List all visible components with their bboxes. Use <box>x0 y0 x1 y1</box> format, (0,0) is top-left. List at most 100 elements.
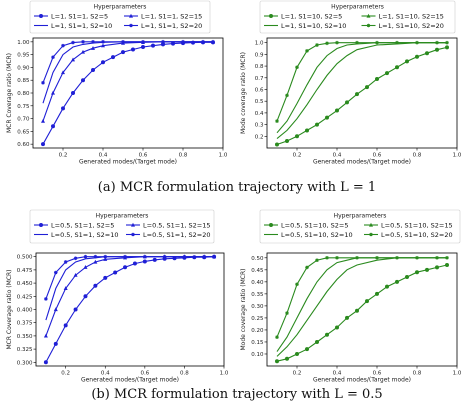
data-point <box>315 122 319 127</box>
data-point <box>51 124 55 129</box>
legend-item: L=0.5, S1=1, S2=5 <box>34 221 114 229</box>
y-tick-label: 0.50 <box>251 256 264 262</box>
legend-label: L=1, S1=10, S2=10 <box>281 22 346 30</box>
data-point <box>132 261 137 266</box>
y-tick-label: 0.300 <box>17 360 33 366</box>
legend-label: L=0.5, S1=1, S2=10 <box>51 231 119 239</box>
legend-title: Hyperparameters <box>96 213 149 220</box>
data-point <box>91 40 95 44</box>
y-tick-label: 0.15 <box>251 340 264 346</box>
data-point <box>335 256 339 260</box>
legend-item: L=1, S1=10, S2=20 <box>361 22 444 30</box>
data-point <box>151 43 155 48</box>
data-point <box>325 115 329 120</box>
x-axis-label: Generated modes/(Target mode) <box>81 377 179 384</box>
data-point <box>71 91 75 95</box>
data-point <box>305 265 309 270</box>
data-point <box>53 307 58 312</box>
y-tick-label: 0.90 <box>17 65 30 71</box>
data-point <box>91 46 95 50</box>
y-tick-label: 0.20 <box>251 328 264 334</box>
data-point <box>365 299 369 304</box>
legend-box <box>259 209 461 244</box>
chart-panel-2: 0.2 0.4 0.6 0.8 1.0 0.2 0.3 0.4 0.5 0.6 0.7 0.8 0.9 1… <box>240 0 462 166</box>
legend-item: L=0.5, S1=10, S2=5 <box>264 221 349 229</box>
legend-label: L=0.5, S1=10, S2=10 <box>281 231 353 239</box>
x-tick-label: 0.8 <box>413 153 422 159</box>
data-point <box>142 259 147 264</box>
x-axis-label: Generated modes/(Target mode) <box>313 377 411 384</box>
x-tick-label: 0.6 <box>373 371 382 377</box>
data-point <box>61 43 65 48</box>
data-point <box>53 270 58 275</box>
data-point <box>171 41 175 46</box>
data-point <box>445 256 449 260</box>
y-axis-label: Mode coverage ratio (MCR) <box>240 269 247 351</box>
data-point <box>385 71 389 76</box>
y-tick-label: 0.2 <box>255 134 264 140</box>
chart-panel-1: 0.2 0.4 0.6 0.8 1.0 0.60 0.65 0.70 0.75 0.80 0.85 0… <box>6 0 228 166</box>
data-point <box>131 232 135 237</box>
x-tick-label: 0.8 <box>413 371 422 377</box>
x-tick-label: 0.2 <box>293 371 302 377</box>
data-point <box>111 55 115 60</box>
data-point <box>152 257 157 262</box>
data-point <box>141 40 145 44</box>
data-point <box>113 270 118 275</box>
legend-item: L=0.5, S1=10, S2=15 <box>364 221 453 229</box>
data-point <box>71 57 75 62</box>
y-tick-label: 0.6 <box>255 87 264 93</box>
data-point <box>44 297 48 301</box>
chart-panel-3: 0.2 0.4 0.6 0.8 1.0 0.300 0.325 0.350 0.375 0.400… <box>6 209 229 384</box>
data-point <box>61 70 65 75</box>
data-point <box>395 279 399 284</box>
y-tick-label: 1.00 <box>17 40 30 46</box>
data-point <box>181 40 185 44</box>
data-point <box>366 23 371 28</box>
data-point <box>295 282 299 287</box>
legend-item: L=0.5, S1=1, S2=15 <box>126 221 211 229</box>
y-tick-label: 0.4 <box>255 111 264 117</box>
data-point <box>415 270 419 275</box>
data-point <box>41 118 45 123</box>
data-point <box>335 108 339 113</box>
x-tick-label: 0.4 <box>99 153 108 159</box>
legend-item: L=1, S1=10, S2=5 <box>264 12 342 20</box>
caption-a: (a) MCR formulation trajectory with L = … <box>98 180 376 195</box>
legend-item: L=0.5, S1=10, S2=20 <box>364 231 453 239</box>
data-point <box>375 76 379 81</box>
legend-label: L=1, S1=10, S2=20 <box>379 22 444 30</box>
data-point <box>162 254 167 259</box>
legend-box <box>29 209 215 244</box>
y-tick-label: 0.3 <box>255 123 264 129</box>
data-point <box>335 325 339 330</box>
legend-label: L=0.5, S1=10, S2=5 <box>281 221 349 229</box>
series-line-4 <box>275 40 449 123</box>
data-point <box>305 49 309 53</box>
data-point <box>275 335 279 339</box>
data-point <box>103 254 108 259</box>
data-point <box>43 360 48 365</box>
data-point <box>83 294 88 299</box>
data-point <box>101 40 105 44</box>
y-axis-label: MCR Coverage ratio (MCR) <box>6 53 13 133</box>
x-tick-label: 1.0 <box>219 153 228 159</box>
legend-box <box>259 0 456 34</box>
data-point <box>131 47 135 52</box>
x-tick-label: 0.6 <box>140 371 149 377</box>
data-point <box>285 356 289 361</box>
data-point <box>355 40 359 45</box>
data-point <box>39 223 43 227</box>
y-tick-label: 0.425 <box>17 294 33 300</box>
legend-item: L=1, S1=1, S2=10 <box>34 22 112 30</box>
x-tick-label: 0.4 <box>333 153 342 159</box>
data-point <box>123 254 127 259</box>
data-point <box>131 222 135 227</box>
legend-label: L=1, S1=1, S2=20 <box>141 22 202 30</box>
y-tick-label: 0.80 <box>17 91 30 97</box>
legend-item: L=1, S1=1, S2=5 <box>34 12 108 20</box>
data-point <box>201 40 205 44</box>
data-point <box>61 106 65 111</box>
